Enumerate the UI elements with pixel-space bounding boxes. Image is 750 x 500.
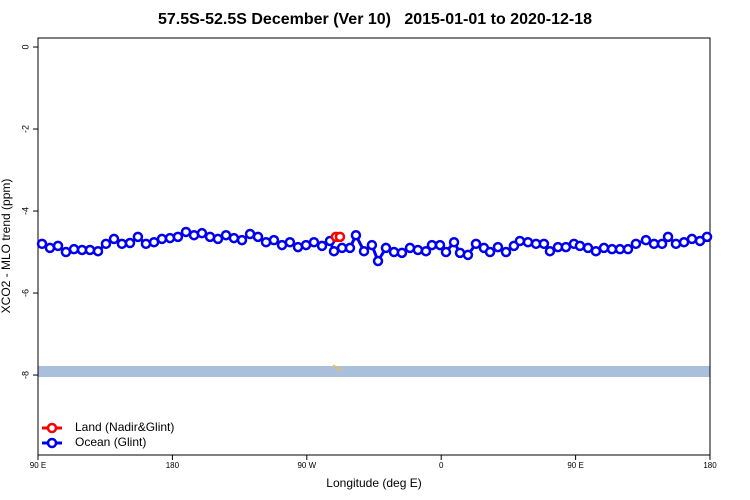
data-point: [396, 247, 408, 259]
data-point: [686, 233, 698, 245]
data-point: [100, 238, 112, 250]
y-tick-label: -4: [20, 207, 30, 215]
data-point: [252, 231, 264, 243]
data-point: [380, 242, 392, 254]
data-point: [124, 237, 136, 249]
data-point: [84, 244, 96, 256]
data-point: [92, 245, 104, 257]
data-point: [328, 245, 340, 257]
data-point: [156, 233, 168, 245]
data-point: [574, 240, 586, 252]
data-point: [36, 238, 48, 250]
data-point: [656, 238, 668, 250]
map-land: [335, 366, 339, 370]
data-point: [420, 245, 432, 257]
data-point: [60, 246, 72, 258]
data-point: [492, 241, 504, 253]
data-point: [484, 246, 496, 258]
data-point: [662, 231, 674, 243]
x-tick-label: 90 E: [30, 461, 46, 470]
data-point: [196, 227, 208, 239]
x-tick-label: 180: [166, 461, 180, 470]
data-point: [284, 236, 296, 248]
y-axis-label: XCO2 - MLO trend (ppm): [0, 179, 13, 314]
map-land: [338, 368, 342, 372]
data-point: [670, 238, 682, 250]
data-point: [180, 226, 192, 238]
data-point: [440, 246, 452, 258]
data-point: [308, 236, 320, 248]
data-point: [132, 231, 144, 243]
y-tick-label: -2: [20, 125, 30, 133]
map-strip: [38, 366, 710, 377]
data-point: [164, 232, 176, 244]
legend-marker: [46, 422, 58, 434]
data-point: [448, 236, 460, 248]
data-point: [514, 235, 526, 247]
y-tick-label: 0: [20, 45, 30, 50]
data-point: [212, 233, 224, 245]
data-point: [470, 238, 482, 250]
data-point: [640, 234, 652, 246]
data-point: [614, 243, 626, 255]
data-point: [622, 243, 634, 255]
data-point: [648, 238, 660, 250]
data-point: [372, 255, 384, 267]
data-point: [426, 239, 438, 251]
data-point: [522, 236, 534, 248]
data-point: [236, 234, 248, 246]
data-point: [590, 245, 602, 257]
data-point: [140, 238, 152, 250]
data-point: [560, 241, 572, 253]
data-point: [268, 234, 280, 246]
data-point: [544, 245, 556, 257]
data-point: [316, 240, 328, 252]
x-tick-label: 180: [703, 461, 717, 470]
data-point: [344, 242, 356, 254]
map-land: [332, 364, 336, 368]
data-point: [292, 241, 304, 253]
x-tick-label: 90 W: [297, 461, 316, 470]
data-point: [228, 232, 240, 244]
data-point: [412, 244, 424, 256]
data-point: [500, 246, 512, 258]
data-point: [538, 238, 550, 250]
x-tick-label: 0: [439, 461, 444, 470]
data-point: [116, 238, 128, 250]
data-point: [366, 239, 378, 251]
data-point: [701, 231, 713, 243]
data-point: [350, 229, 362, 241]
data-point: [172, 231, 184, 243]
data-point: [630, 238, 642, 250]
data-point: [68, 243, 80, 255]
data-point: [44, 242, 56, 254]
x-tick-label: 90 E: [567, 461, 583, 470]
data-point: [108, 233, 120, 245]
y-tick-label: -8: [20, 371, 30, 379]
legend-marker: [46, 437, 58, 449]
chart-title: 57.5S-52.5S December (Ver 10) 2015-01-01…: [158, 11, 592, 28]
data-point: [52, 240, 64, 252]
y-tick-label: -6: [20, 289, 30, 297]
data-point: [434, 239, 446, 251]
data-point: [462, 249, 474, 261]
data-point: [598, 242, 610, 254]
data-point: [358, 245, 370, 257]
x-axis-label: Longitude (deg E): [326, 476, 421, 490]
legend-label: Ocean (Glint): [75, 435, 146, 449]
data-point: [334, 231, 346, 243]
legend-label: Land (Nadir&Glint): [75, 420, 174, 434]
